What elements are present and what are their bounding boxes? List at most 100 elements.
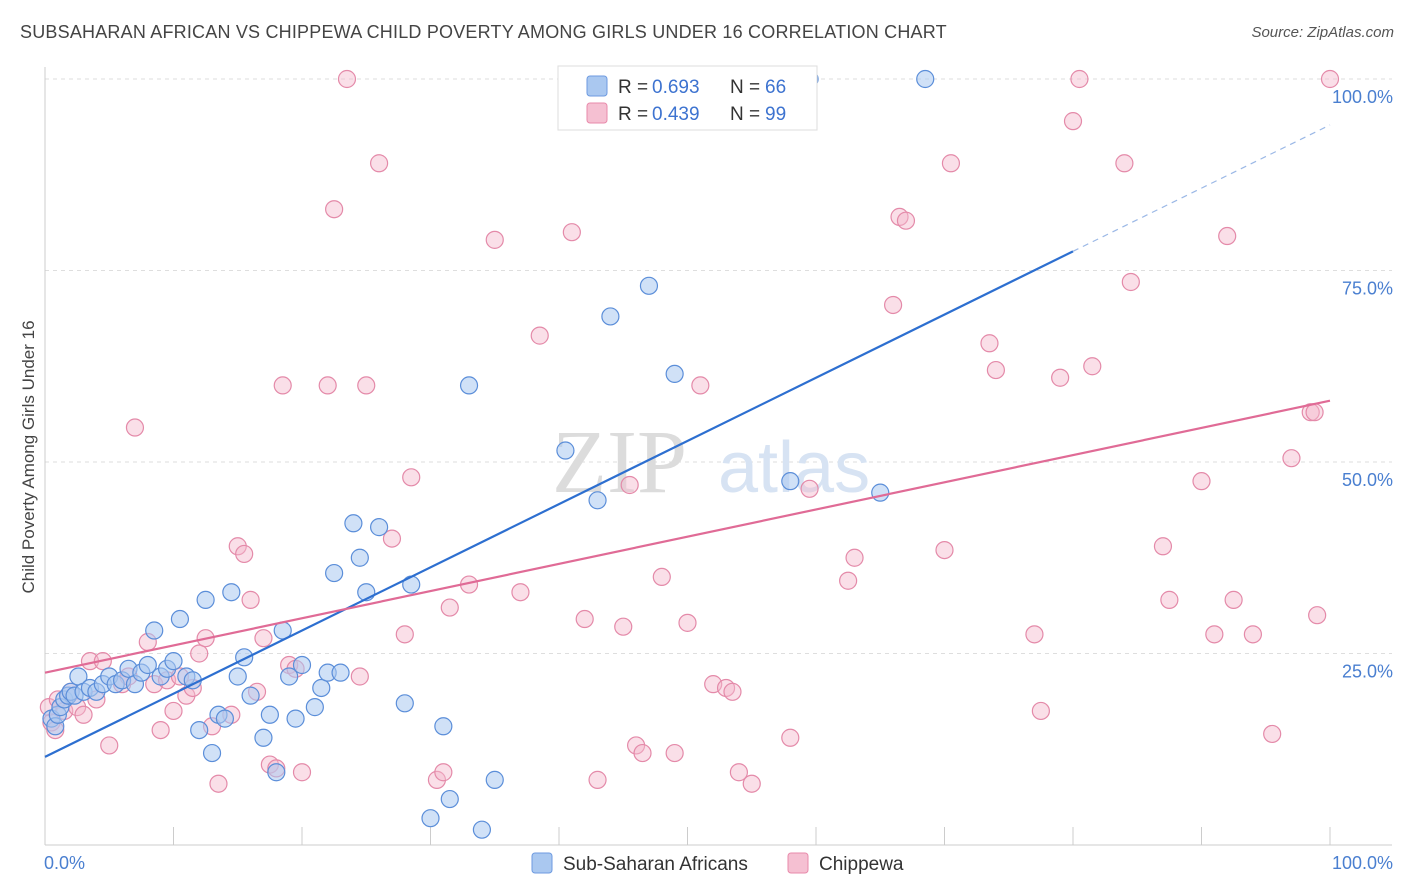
subsaharan-point-51 [370,518,389,537]
subsaharan-point-27 [190,720,209,740]
subsaharan-point-68 [916,69,935,89]
source-label: Source: ZipAtlas.com [1251,24,1394,41]
trend-lines [44,124,1331,758]
legend-swatch-pink [586,102,608,124]
chippewa-point-72 [800,479,819,498]
subsaharan-point-28 [196,590,215,609]
legend-n-value-2: 99 [765,104,786,125]
subsaharan-point-60 [556,441,575,460]
chippewa-point-54 [530,326,549,345]
trend-line-subsaharan-extension [1072,124,1331,252]
bottom-legend: Sub-Saharan Africans Chippewa [531,852,904,875]
subsaharan-point-56 [440,789,459,809]
subsaharan-point-41 [286,709,305,728]
chippewa-point-32 [254,629,273,648]
chippewa-point-69 [729,763,749,782]
chippewa-point-43 [357,376,376,395]
chippewa-point-23 [190,644,209,663]
subsaharan-point-35 [241,686,260,705]
subsaharan-point-61 [588,491,607,510]
subsaharan-point-49 [350,548,369,567]
chippewa-point-35 [273,376,292,395]
chippewa-point-30 [241,590,260,609]
chippewa-point-58 [614,617,633,636]
subsaharan-point-59 [485,770,504,789]
chippewa-point-17 [151,720,170,740]
legend-n-label-1: N = [730,77,760,98]
subsaharan-point-20 [145,621,164,640]
chippewa-point-87 [1083,357,1102,376]
subsaharan-point-63 [639,276,659,295]
chippewa-point-59 [620,475,639,495]
subsaharan-point-19 [138,655,157,675]
chippewa-point-14 [125,418,145,437]
legend-n-label-2: N = [730,104,760,125]
y-tick-label-2: 75.0% [1342,279,1393,299]
chippewa-point-82 [1025,625,1044,644]
y-tick-label-1: 50.0% [1342,470,1393,490]
chippewa-point-97 [1263,724,1282,744]
chippewa-point-38 [292,763,312,782]
chippewa-point-68 [723,682,742,701]
subsaharan-point-46 [325,563,344,583]
subsaharan-point-24 [170,609,190,629]
chippewa-point-73 [839,571,858,590]
chippewa-point-40 [325,200,344,219]
trend-line-subsaharan [44,250,1074,758]
chippewa-point-57 [588,770,607,789]
subsaharan-point-42 [292,655,312,675]
chippewa-point-92 [1192,472,1211,491]
chart-title: SUBSAHARAN AFRICAN VS CHIPPEWA CHILD POV… [20,22,947,42]
chippewa-point-70 [742,774,761,793]
chippewa-point-65 [691,376,710,395]
chippewa-point-74 [845,548,864,567]
chippewa-point-62 [652,567,671,587]
chippewa-point-55 [562,223,581,242]
chippewa-point-50 [440,598,459,617]
chippewa-point-95 [1224,590,1243,609]
subsaharan-point-54 [421,809,440,828]
chippewa-point-19 [164,701,183,721]
chippewa-point-94 [1218,226,1237,246]
chippewa-point-89 [1121,272,1140,292]
chippewa-point-102 [1320,69,1340,89]
y-tick-labels: 25.0% 50.0% 75.0% 100.0% [1332,87,1393,682]
chippewa-point-79 [941,154,961,173]
subsaharan-point-47 [331,663,350,682]
subsaharan-point-43 [305,698,324,717]
y-tick-label-0: 25.0% [1342,662,1393,682]
chippewa-point-11 [100,736,119,755]
chippewa-point-42 [350,667,369,686]
chippewa-point-39 [318,376,337,395]
chippewa-point-41 [337,69,357,89]
chippewa-point-63 [665,743,684,763]
subsaharan-point-57 [459,376,479,395]
chippewa-point-98 [1282,449,1301,468]
subsaharan-point-38 [267,763,286,782]
chippewa-point-75 [883,295,903,315]
subsaharan-point-67 [871,483,890,502]
legend-n-value-1: 66 [765,77,786,98]
series-chippewa-points [39,69,1340,793]
subsaharan-point-31 [215,709,234,728]
y-tick-label-3: 100.0% [1332,87,1393,107]
subsaharan-point-33 [228,667,247,686]
chippewa-point-81 [986,360,1006,380]
subsaharan-point-52 [395,694,414,713]
chippewa-point-29 [235,544,254,564]
subsaharan-point-37 [260,705,279,724]
chippewa-point-64 [678,613,697,632]
subsaharan-point-23 [164,652,183,671]
x-tick-label-min: 0.0% [44,853,85,873]
chippewa-point-53 [511,583,530,602]
chippewa-point-80 [980,334,999,353]
chippewa-point-91 [1160,590,1179,609]
chippewa-point-47 [402,468,421,487]
chippewa-point-71 [781,728,800,747]
chippewa-point-44 [370,154,389,173]
subsaharan-point-36 [254,728,273,747]
chippewa-point-7 [74,705,93,724]
series-subsaharan-points [42,69,935,839]
subsaharan-point-44 [312,678,331,698]
